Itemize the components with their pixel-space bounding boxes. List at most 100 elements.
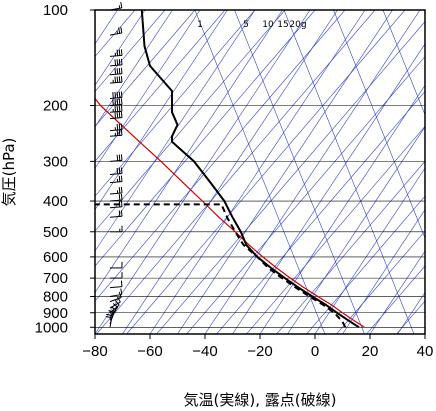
wind-barb-flag bbox=[118, 123, 121, 130]
wind-barb bbox=[109, 111, 123, 120]
temperature-line bbox=[140, 10, 360, 329]
wind-barb bbox=[109, 91, 123, 99]
x-tick-label: 40 bbox=[417, 343, 434, 360]
wind-barb-flag bbox=[116, 49, 119, 56]
dry-adiabat-line bbox=[366, 265, 425, 334]
x-tick-label: 20 bbox=[362, 343, 379, 360]
x-tick-label: 0 bbox=[311, 343, 319, 360]
mixing-ratio-label: 10 bbox=[262, 20, 274, 30]
wind-barb-flag bbox=[118, 49, 121, 56]
mixing-ratio-label: 15 bbox=[277, 20, 288, 30]
isotherm-line bbox=[95, 10, 256, 252]
wind-barb-half-flag bbox=[112, 309, 116, 313]
wind-barb bbox=[109, 67, 123, 76]
wind-barb-flag bbox=[120, 200, 123, 207]
wind-barb bbox=[109, 210, 123, 218]
wind-barb-flag bbox=[118, 91, 121, 98]
wind-barb-flag bbox=[114, 76, 116, 83]
wind-barb-flag bbox=[120, 167, 123, 174]
wind-barb-flag bbox=[120, 27, 123, 34]
dry-adiabat-line bbox=[95, 10, 166, 92]
wind-barb bbox=[109, 154, 123, 162]
wind-barb bbox=[109, 200, 123, 209]
wind-barb-flag bbox=[114, 59, 116, 66]
wind-barb-flag bbox=[120, 123, 123, 130]
wind-barb-flag bbox=[120, 193, 123, 201]
wind-barb-shaft bbox=[109, 206, 123, 209]
wind-barb bbox=[105, 313, 113, 328]
wind-barb-flag bbox=[120, 49, 123, 56]
wind-barb-half-flag bbox=[110, 313, 114, 316]
wind-barb bbox=[109, 291, 122, 303]
wind-barb-shaft bbox=[109, 64, 123, 67]
wind-barb bbox=[109, 186, 123, 195]
y-tick-label: 300 bbox=[43, 153, 68, 170]
dry-adiabat-line bbox=[95, 10, 226, 162]
isotherm-line bbox=[287, 126, 425, 334]
wind-barb-flag bbox=[120, 175, 123, 182]
wind-barb-flag bbox=[105, 316, 112, 319]
adiabat-guide-lines bbox=[95, 10, 436, 394]
wind-barb-flag bbox=[110, 306, 117, 311]
wind-barb-flag bbox=[112, 99, 114, 106]
y-tick-label: 900 bbox=[43, 305, 68, 322]
wind-barb bbox=[109, 1, 123, 11]
wind-barb bbox=[109, 105, 123, 113]
wind-barb-shaft bbox=[109, 159, 123, 162]
y-tick-label: 600 bbox=[43, 249, 68, 266]
wind-barb-flag bbox=[120, 280, 123, 287]
y-tick-label: 800 bbox=[43, 289, 68, 306]
wind-barb-flag bbox=[118, 111, 121, 118]
dry-adiabat-line bbox=[96, 10, 376, 334]
dry-adiabat-line bbox=[375, 10, 436, 394]
dry-adiabat-line bbox=[306, 195, 425, 334]
dry-adiabat-line bbox=[246, 125, 425, 334]
dry-adiabat-line bbox=[95, 10, 256, 197]
x-tick-label: −60 bbox=[137, 343, 162, 360]
wind-barb-flag bbox=[116, 129, 119, 136]
grid bbox=[95, 105, 425, 328]
dry-adiabat-line bbox=[95, 10, 346, 302]
wind-barb-flag bbox=[118, 200, 121, 207]
wind-barb-flag bbox=[116, 98, 119, 105]
dry-adiabat-line bbox=[95, 10, 286, 232]
wind-barb-flag bbox=[118, 175, 121, 182]
y-tick-label: 1000 bbox=[35, 319, 68, 336]
wind-barb-shaft bbox=[109, 54, 123, 57]
dewpoint-line bbox=[95, 203, 347, 328]
wind-barb-flag bbox=[120, 58, 123, 65]
wind-barb-flag bbox=[116, 123, 119, 130]
isotherm-line bbox=[314, 167, 425, 334]
wind-barb-flag bbox=[118, 129, 121, 136]
wind-barb-flag bbox=[118, 98, 121, 105]
profile-series bbox=[95, 10, 365, 329]
wind-barb-flag bbox=[120, 76, 123, 83]
wind-barb-shaft bbox=[109, 199, 123, 202]
isotherm-line bbox=[424, 333, 425, 334]
wind-barb-flag bbox=[120, 105, 123, 112]
mixing-ratio-labels: 1 5 10 15 20g bbox=[197, 20, 306, 30]
wind-barb bbox=[109, 98, 123, 107]
wind-barb-flag bbox=[116, 111, 119, 118]
mixing-ratio-line bbox=[283, 10, 415, 334]
mixing-ratio-line bbox=[382, 10, 425, 116]
wind-barb-flag bbox=[120, 288, 123, 295]
wind-barb-flag bbox=[114, 98, 116, 106]
isotherm-line bbox=[232, 43, 425, 334]
wind-barb-flag bbox=[114, 112, 116, 119]
wind-barb bbox=[109, 175, 123, 184]
wind-barb-shaft bbox=[109, 110, 123, 113]
dry-adiabat-line bbox=[156, 21, 425, 334]
wind-barb bbox=[109, 27, 123, 36]
wind-barb-shaft bbox=[109, 192, 123, 195]
wind-barb-flag bbox=[118, 67, 121, 74]
dry-adiabat-line bbox=[336, 230, 425, 334]
wind-barb bbox=[109, 280, 123, 289]
wind-barb-shaft bbox=[109, 215, 123, 218]
wind-barb bbox=[109, 129, 123, 137]
wind-barb-shaft bbox=[109, 81, 123, 84]
mixing-ratio-line bbox=[234, 10, 365, 334]
wind-barb bbox=[109, 58, 123, 67]
mixing-ratio-label: 1 bbox=[197, 20, 203, 30]
isotherm-line bbox=[259, 84, 425, 334]
